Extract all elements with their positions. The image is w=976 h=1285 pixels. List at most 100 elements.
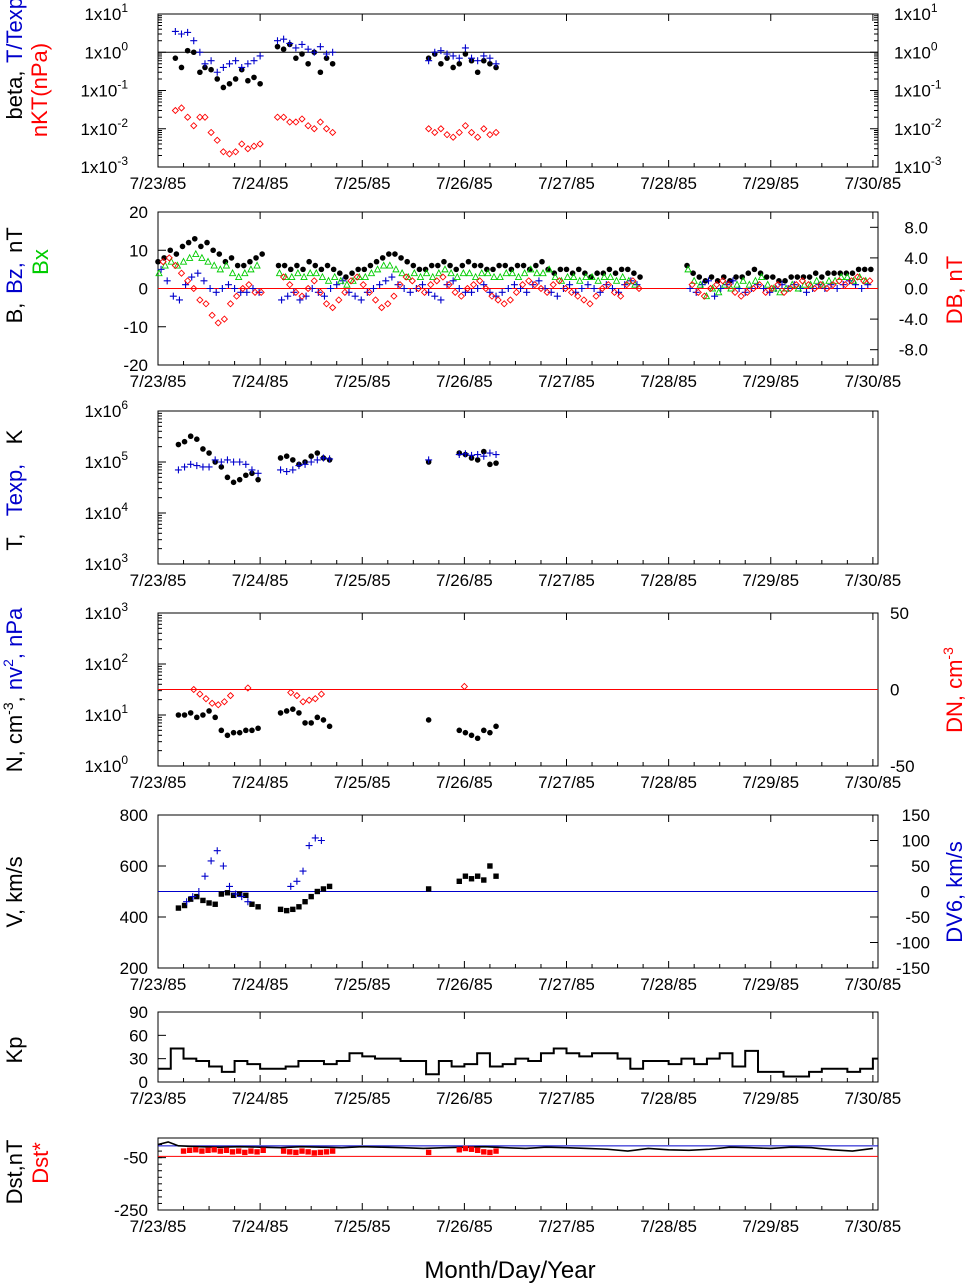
v-point-blue bbox=[287, 882, 295, 890]
n-x-tick-label: 7/23/85 bbox=[130, 773, 187, 792]
beta-point-red bbox=[329, 128, 337, 137]
beta-point-red bbox=[190, 122, 198, 130]
v-point-blue bbox=[195, 888, 203, 895]
beta-point-blue bbox=[310, 48, 318, 56]
b-point-green bbox=[849, 276, 858, 284]
b-point-black bbox=[794, 274, 801, 280]
b-point-red bbox=[817, 281, 825, 289]
b-point-red bbox=[574, 292, 582, 300]
t-y-tick-label-base: 1x10 bbox=[84, 402, 121, 421]
b-point-black bbox=[300, 266, 306, 273]
t-point-black bbox=[277, 455, 284, 461]
v-point-blue bbox=[201, 872, 209, 880]
t-point-blue bbox=[425, 456, 433, 464]
b-point-green bbox=[690, 276, 698, 284]
beta-point-red bbox=[231, 148, 240, 156]
beta-point-black bbox=[214, 76, 221, 82]
beta-point-red bbox=[286, 118, 294, 126]
dst-x-tick-label: 7/30/85 bbox=[845, 1217, 902, 1236]
b-point-red bbox=[476, 277, 484, 285]
b-point-red bbox=[239, 284, 247, 293]
beta-y2-tick-label-base: 1x10 bbox=[894, 158, 931, 177]
b-point-red bbox=[768, 284, 776, 293]
beta-y2-tick-label-base: 1x10 bbox=[894, 43, 931, 62]
n-point-black bbox=[194, 714, 200, 721]
v-point-black bbox=[296, 904, 302, 910]
dst-star-point bbox=[242, 1149, 248, 1156]
b-point-black bbox=[343, 274, 349, 280]
n-y-tick-label: 1x103 bbox=[84, 600, 128, 623]
b-point-red bbox=[531, 281, 539, 289]
b-point-green bbox=[520, 269, 529, 277]
b-point-green bbox=[416, 272, 425, 280]
t-point-blue bbox=[326, 455, 334, 463]
t-point-blue bbox=[187, 460, 195, 468]
b-point-red bbox=[706, 284, 715, 293]
t-point-black bbox=[206, 450, 212, 456]
b-point-green bbox=[253, 261, 261, 269]
b-point-green bbox=[410, 269, 419, 277]
dst-star-point bbox=[211, 1147, 217, 1153]
n-label-blue: nv bbox=[2, 667, 27, 690]
n-point-red bbox=[202, 695, 210, 703]
beta-point-blue bbox=[292, 44, 300, 52]
b-point-black bbox=[228, 255, 235, 261]
n-y-tick-label-base: 1x10 bbox=[84, 655, 121, 674]
beta-point-blue bbox=[492, 60, 500, 68]
b-point-green bbox=[300, 272, 308, 280]
b-point-red bbox=[506, 296, 514, 304]
kp-x-tick-label: 7/28/85 bbox=[640, 1089, 697, 1108]
v-panel-labels: V, km/s DV6, km/s bbox=[2, 841, 967, 942]
t-point-black bbox=[194, 436, 200, 442]
beta-y-tick-label-base: 1x10 bbox=[80, 120, 117, 139]
b-point-black bbox=[868, 266, 874, 273]
v-point-black bbox=[187, 896, 194, 902]
v-point-blue bbox=[311, 834, 319, 842]
b-point-black bbox=[453, 266, 460, 273]
b-point-green bbox=[318, 272, 327, 280]
b-point-black bbox=[861, 266, 868, 273]
b-point-black bbox=[849, 270, 856, 277]
b-point-blue bbox=[327, 285, 335, 292]
b-point-black bbox=[386, 251, 392, 257]
t-point-blue bbox=[193, 462, 201, 470]
b-point-blue bbox=[584, 281, 592, 289]
b-point-black bbox=[294, 262, 300, 269]
t-point-blue bbox=[217, 458, 225, 466]
b-x-tick-label: 7/28/85 bbox=[640, 372, 697, 391]
beta-y-tick-label: 1x100 bbox=[84, 39, 128, 62]
beta-y-tick-label-exp: -3 bbox=[117, 154, 128, 168]
n-x-tick-label: 7/26/85 bbox=[436, 773, 493, 792]
b-point-green bbox=[502, 269, 511, 277]
b-y2-tick-label: -4.0 bbox=[899, 310, 928, 329]
b-point-red bbox=[292, 288, 300, 296]
b-point-blue bbox=[443, 281, 451, 289]
b-point-red bbox=[586, 300, 594, 308]
n-y-tick-label-exp: 0 bbox=[121, 753, 128, 767]
b-series-black bbox=[155, 235, 874, 284]
beta-point-blue bbox=[238, 63, 246, 71]
beta-point-red bbox=[256, 140, 264, 148]
beta-point-red bbox=[298, 115, 306, 123]
t-panel: 7/23/85 7/24/85 7/25/85 7/26/85 7/27/85 7/28/… bbox=[130, 410, 901, 590]
t-point-black bbox=[290, 457, 296, 463]
beta-point-blue bbox=[207, 57, 215, 65]
b-point-black bbox=[745, 270, 752, 277]
t-x-tick-label: 7/23/85 bbox=[130, 571, 187, 590]
dst-panel-labels: Dst,nT Dst* bbox=[2, 1140, 53, 1205]
b-point-red bbox=[866, 277, 874, 285]
v-point-blue bbox=[299, 867, 307, 875]
n-point-black bbox=[487, 729, 493, 736]
b-point-red bbox=[610, 288, 619, 296]
b-point-blue bbox=[602, 281, 610, 289]
b-point-green bbox=[825, 276, 833, 284]
b-point-red bbox=[555, 277, 563, 285]
b-point-green bbox=[398, 269, 406, 277]
beta-point-blue bbox=[329, 48, 337, 56]
v-point-black bbox=[474, 873, 481, 879]
beta-point-red bbox=[316, 118, 325, 126]
dst-x-tick-label: 7/26/85 bbox=[436, 1217, 493, 1236]
b-label-blue: Bz, bbox=[2, 262, 27, 294]
b-point-red bbox=[780, 288, 788, 296]
n-point-black bbox=[456, 727, 463, 734]
